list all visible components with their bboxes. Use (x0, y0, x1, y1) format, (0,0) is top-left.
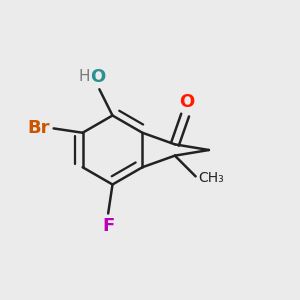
Text: O: O (90, 68, 106, 86)
Text: CH₃: CH₃ (199, 171, 224, 185)
Text: Br: Br (28, 119, 50, 137)
Text: H: H (78, 69, 89, 84)
Text: F: F (102, 217, 114, 235)
Text: O: O (179, 93, 194, 111)
